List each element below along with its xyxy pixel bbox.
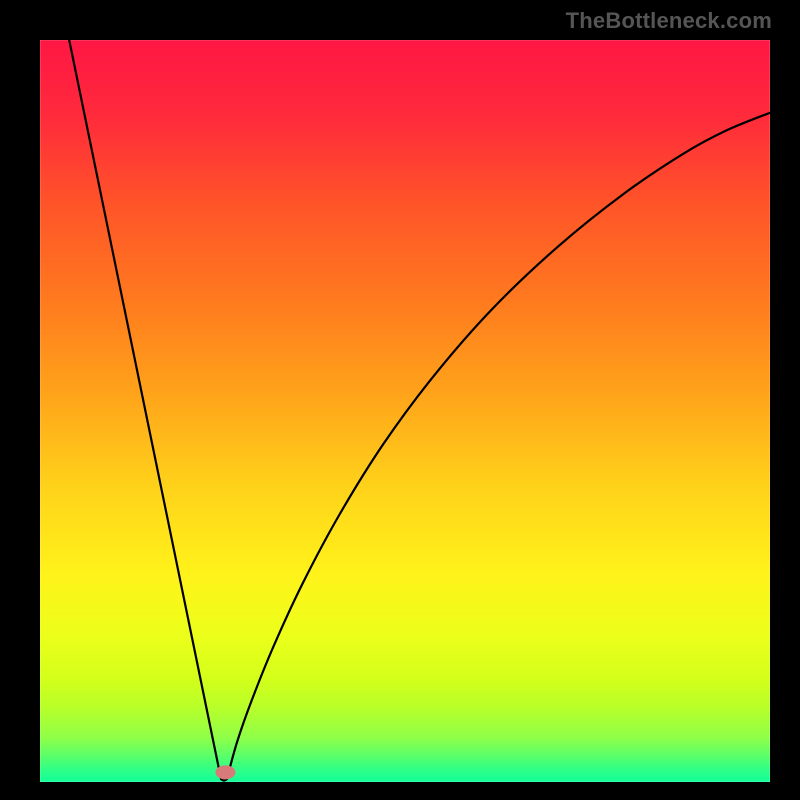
watermark-text: TheBottleneck.com <box>566 8 772 34</box>
frame-left <box>0 0 40 800</box>
frame-right <box>770 0 800 800</box>
frame-bottom <box>0 782 800 800</box>
gradient-background <box>0 0 800 800</box>
chart-stage: TheBottleneck.com <box>0 0 800 800</box>
